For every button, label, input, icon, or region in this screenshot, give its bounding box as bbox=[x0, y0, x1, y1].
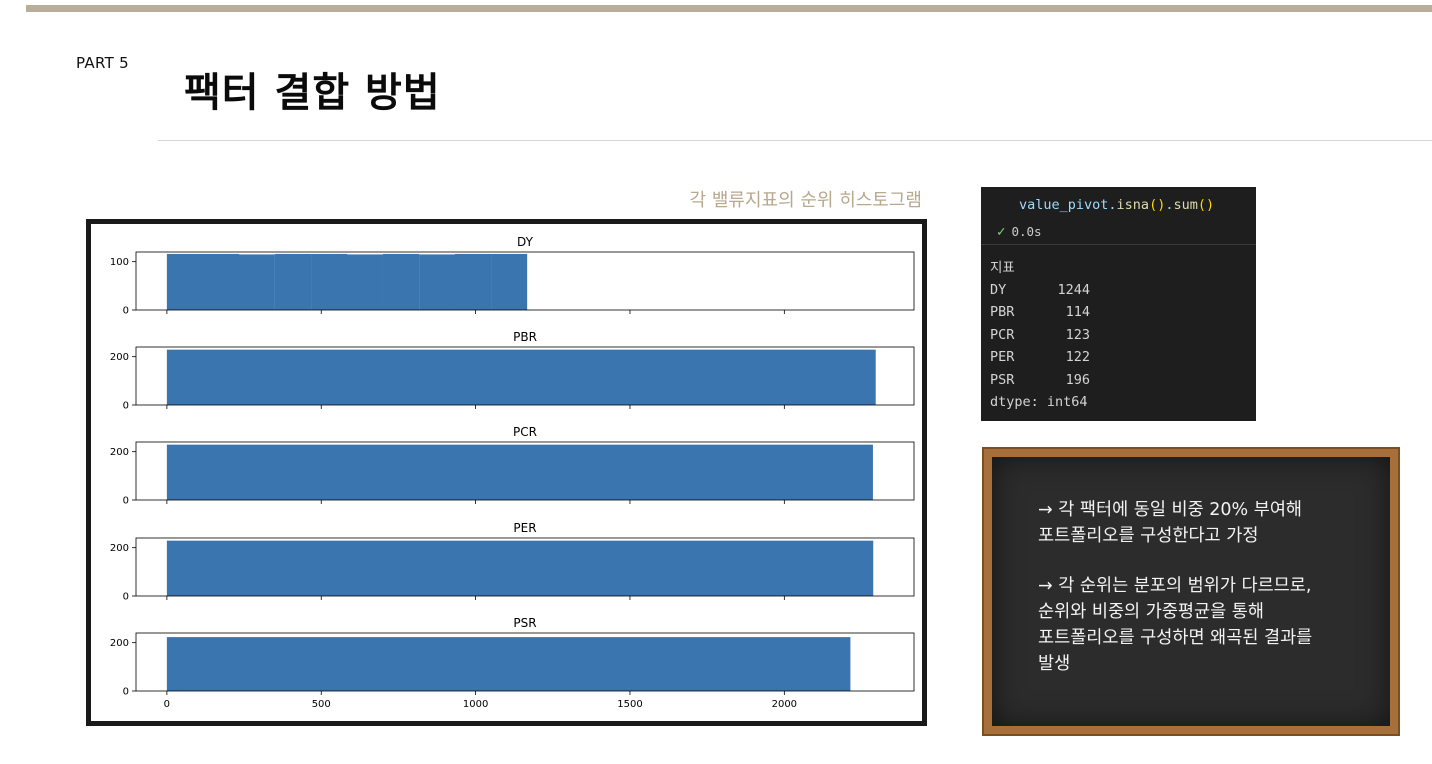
y-tick-label: 0 bbox=[123, 687, 129, 698]
histogram-bar bbox=[491, 253, 528, 310]
subplot-title: PBR bbox=[513, 330, 537, 344]
chalkboard-note: → 각 팩터에 동일 비중 20% 부여해 포트폴리오를 구성한다고 가정 → … bbox=[982, 447, 1400, 736]
y-tick-label: 0 bbox=[123, 496, 129, 507]
histogram-bar bbox=[238, 254, 275, 310]
output-key: PSR bbox=[990, 371, 1015, 388]
cell-output: 지표 DY 1244 PBR 114 PCR 123 PER 122 PSR 196 dtype:… bbox=[990, 257, 1090, 413]
note-2-line-1: → 각 순위는 분포의 범위가 다르므로, bbox=[1038, 576, 1312, 596]
axes-frame bbox=[135, 537, 915, 597]
output-row: PER 122 bbox=[990, 346, 1090, 368]
cell-divider bbox=[981, 244, 1256, 245]
y-tick-label: 200 bbox=[110, 638, 129, 649]
y-tick-label: 200 bbox=[110, 447, 129, 458]
output-row: PSR 196 bbox=[990, 369, 1090, 391]
note-2-line-4: 발생 bbox=[1038, 654, 1071, 674]
note-2-line-3: 포트폴리오를 구성하면 왜곡된 결과를 bbox=[1038, 628, 1313, 648]
checkmark-icon: ✓ bbox=[997, 224, 1006, 240]
x-tick-label: 2000 bbox=[772, 699, 797, 710]
top-accent-bar bbox=[26, 5, 1432, 12]
histogram-bar bbox=[311, 253, 348, 310]
note-1: → 각 팩터에 동일 비중 20% 부여해 포트폴리오를 구성한다고 가정 bbox=[1038, 497, 1378, 549]
note-1-line-2: 포트폴리오를 구성한다고 가정 bbox=[1038, 526, 1259, 546]
output-row: DY 1244 bbox=[990, 279, 1090, 301]
output-key: PCR bbox=[990, 326, 1015, 343]
output-key: DY bbox=[990, 282, 1007, 298]
histogram-bar bbox=[166, 349, 876, 405]
code-dot: . bbox=[1165, 197, 1174, 213]
title-divider bbox=[158, 140, 1432, 141]
output-key: PBR bbox=[990, 304, 1015, 321]
histogram-bar bbox=[166, 540, 874, 596]
note-1-line-1: → 각 팩터에 동일 비중 20% 부여해 bbox=[1038, 500, 1303, 520]
exec-time: 0.0s bbox=[1011, 224, 1042, 239]
x-tick-label: 1500 bbox=[617, 699, 642, 710]
output-value: 196 bbox=[1065, 371, 1090, 388]
note-2: → 각 순위는 분포의 범위가 다르므로, 순위와 비중의 가중평균을 통해 포… bbox=[1038, 573, 1378, 677]
y-tick-label: 200 bbox=[110, 543, 129, 554]
axes-frame bbox=[135, 441, 915, 501]
histogram-bar bbox=[166, 444, 873, 500]
axes-frame bbox=[135, 251, 915, 311]
code-object: value_pivot bbox=[1019, 197, 1109, 213]
chalkboard-text: → 각 팩터에 동일 비중 20% 부여해 포트폴리오를 구성한다고 가정 → … bbox=[1038, 497, 1378, 701]
histogram-bar bbox=[166, 253, 203, 310]
histogram-bar bbox=[274, 253, 312, 310]
part-label: PART 5 bbox=[76, 54, 129, 72]
histogram-bar bbox=[454, 253, 492, 310]
subplot-title: PSR bbox=[513, 616, 536, 630]
y-tick-label: 0 bbox=[123, 592, 129, 603]
code-line: value_pivot.isna().sum() bbox=[1019, 197, 1214, 213]
output-value: 123 bbox=[1065, 326, 1090, 343]
code-cell: value_pivot.isna().sum() ✓ 0.0s 지표 DY 1244… bbox=[981, 187, 1256, 421]
x-tick-label: 1000 bbox=[463, 699, 488, 710]
output-value: 1244 bbox=[1057, 282, 1090, 298]
output-dtype: dtype: int64 bbox=[990, 393, 1088, 410]
histogram-bar bbox=[419, 254, 456, 310]
chart-caption: 각 밸류지표의 순위 히스토그램 bbox=[689, 190, 922, 211]
page-title: 팩터 결합 방법 bbox=[184, 70, 441, 116]
output-value: 122 bbox=[1065, 349, 1090, 366]
output-header: 지표 bbox=[990, 260, 1015, 276]
histogram-bar bbox=[346, 254, 383, 310]
y-tick-label: 0 bbox=[123, 306, 129, 317]
note-2-line-2: 순위와 비중의 가중평균을 통해 bbox=[1038, 602, 1264, 622]
code-parens: () bbox=[1149, 197, 1166, 213]
subplot-title: PER bbox=[513, 521, 536, 535]
output-row: PCR 123 bbox=[990, 324, 1090, 346]
y-tick-label: 0 bbox=[123, 401, 129, 412]
code-method-sum: sum bbox=[1173, 197, 1198, 213]
subplot-title: DY bbox=[517, 235, 534, 249]
code-method-isna: isna bbox=[1116, 197, 1150, 213]
subplot-title: PCR bbox=[513, 425, 537, 439]
y-tick-label: 100 bbox=[110, 257, 129, 268]
x-tick-label: 0 bbox=[164, 699, 170, 710]
output-value: 114 bbox=[1065, 304, 1090, 321]
axes-frame bbox=[135, 632, 915, 692]
output-row: PBR 114 bbox=[990, 301, 1090, 323]
execution-status: ✓ 0.0s bbox=[997, 224, 1042, 240]
histogram-figure: DY 0 100 PBR 0 200 PCR 0 200 PER 0 200 PSR 0 200 0 500 10… bbox=[86, 219, 927, 726]
code-dot: . bbox=[1108, 197, 1117, 213]
output-key: PER bbox=[990, 349, 1015, 366]
code-parens: () bbox=[1197, 197, 1215, 213]
x-tick-label: 500 bbox=[312, 699, 331, 710]
histogram-bar bbox=[382, 253, 420, 310]
y-tick-label: 200 bbox=[110, 352, 129, 363]
histogram-bar bbox=[202, 253, 240, 310]
histogram-bar bbox=[166, 637, 851, 691]
axes-frame bbox=[135, 346, 915, 406]
